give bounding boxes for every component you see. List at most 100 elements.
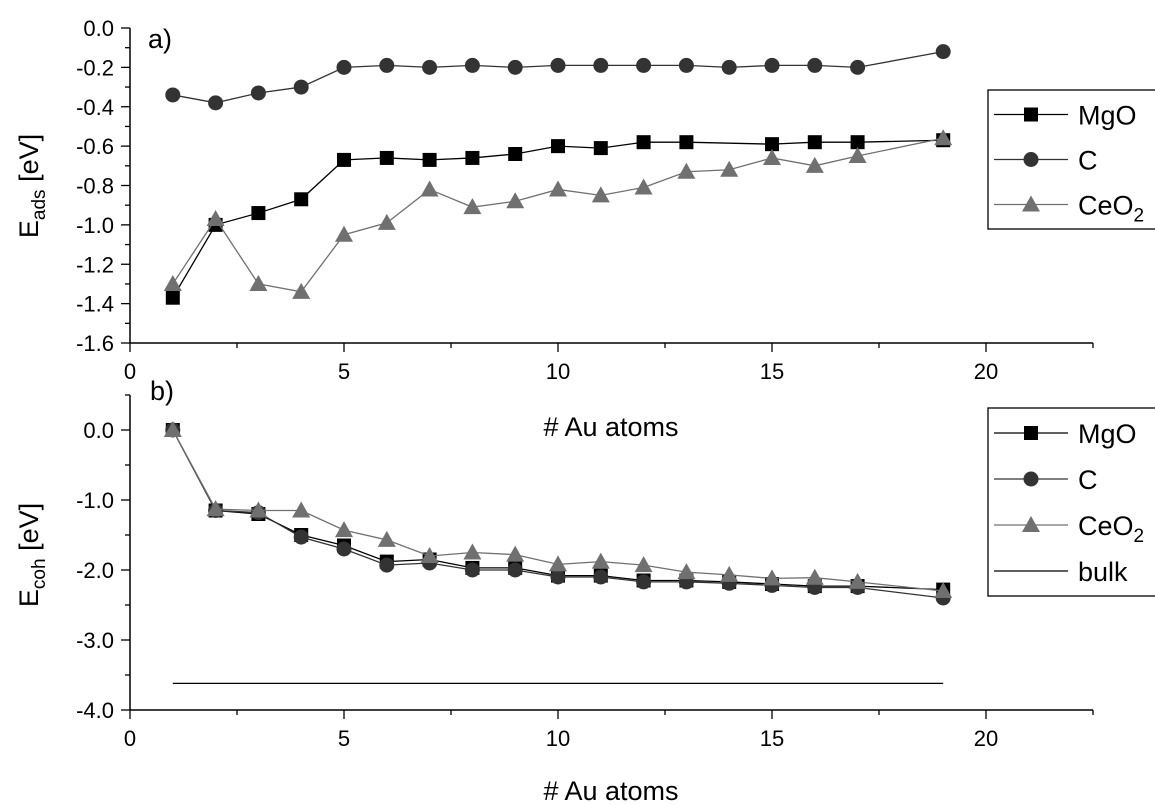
- data-point-ceo: [335, 225, 353, 242]
- data-point-mgo: [593, 141, 608, 156]
- data-point-ceo: [463, 543, 482, 560]
- data-point-c: [550, 569, 566, 585]
- data-point-mgo: [765, 137, 779, 152]
- x-tick-label: 20: [974, 359, 998, 384]
- data-point-ceo: [720, 160, 739, 177]
- x-tick-label: 0: [124, 726, 136, 751]
- data-point-ceo: [677, 563, 696, 580]
- data-point-ceo: [634, 556, 653, 573]
- data-point-mgo: [465, 150, 480, 165]
- data-point-c: [464, 562, 480, 578]
- data-point-ceo: [249, 274, 268, 291]
- data-point-c: [593, 569, 609, 585]
- data-point-c: [336, 59, 352, 75]
- data-point-ceo: [292, 282, 311, 299]
- legend-marker: [1023, 152, 1039, 167]
- x-tick-label: 15: [760, 726, 784, 751]
- legend-label-mgo: MgO: [1078, 419, 1137, 449]
- y-tick-label: -0.2: [76, 55, 114, 80]
- data-point-ceo: [848, 572, 867, 589]
- data-point-ceo: [805, 568, 824, 585]
- panel-label: a): [148, 24, 172, 54]
- y-tick-label: -0.8: [76, 174, 114, 199]
- data-point-mgo: [251, 206, 266, 221]
- y-tick-label: -3.0: [76, 628, 114, 653]
- data-point-c: [507, 59, 523, 75]
- data-point-ceo: [506, 192, 525, 209]
- data-point-ceo: [463, 198, 482, 215]
- legend-box: [987, 89, 1155, 230]
- y-tick-label: -2.0: [76, 558, 114, 583]
- legend-marker: [1022, 195, 1040, 212]
- data-point-ceo: [591, 552, 610, 569]
- data-point-ceo: [634, 178, 653, 195]
- legend-label-ceo: CeO2: [1078, 191, 1144, 227]
- data-point-ceo: [591, 186, 610, 203]
- data-point-c: [764, 57, 780, 73]
- y-axis-title: Eads [eV]: [14, 134, 50, 238]
- data-point-ceo: [163, 421, 182, 437]
- data-point-ceo: [163, 274, 182, 291]
- y-tick-label: -0.6: [76, 134, 114, 159]
- legend-label-c: C: [1078, 465, 1098, 495]
- data-point-ceo: [848, 146, 867, 163]
- data-point-ceo: [377, 213, 396, 230]
- legend-label-mgo: MgO: [1078, 101, 1137, 131]
- data-point-mgo: [294, 192, 309, 207]
- data-point-c: [507, 562, 523, 578]
- data-point-c: [807, 57, 823, 73]
- y-tick-label: 0.0: [83, 418, 114, 443]
- panel-b-cohesive-energy: 0 5 10 15 20 0.0 -1.0 -2.0 -3.0 -4.0 # Au atoms Eco…: [14, 376, 1155, 805]
- data-point-mgo: [679, 135, 694, 150]
- data-point-ceo: [549, 180, 567, 197]
- y-tick-label: -0.4: [76, 95, 114, 120]
- y-tick-label: -1.0: [76, 488, 114, 513]
- data-point-mgo: [165, 290, 180, 305]
- data-point-ceo: [420, 547, 439, 563]
- legend-label-c: C: [1078, 146, 1098, 176]
- y-tick-label: -1.2: [76, 252, 114, 277]
- y-tick-label: -1.0: [76, 213, 114, 238]
- y-axis-title: Ecoh [eV]: [14, 503, 50, 607]
- y-tick-label: -1.6: [76, 331, 114, 356]
- x-axis-title: # Au atoms: [543, 776, 678, 805]
- x-tick-label: 10: [546, 726, 570, 751]
- data-point-ceo: [206, 209, 225, 226]
- x-tick-label: 5: [338, 726, 350, 751]
- data-point-c: [464, 57, 480, 73]
- x-tick-label: 10: [546, 359, 570, 384]
- data-point-ceo: [249, 501, 268, 518]
- data-point-mgo: [551, 139, 565, 154]
- data-point-ceo: [805, 156, 824, 173]
- data-point-c: [593, 57, 609, 73]
- data-point-c: [250, 85, 266, 101]
- data-point-c: [850, 59, 866, 75]
- data-point-ceo: [377, 530, 396, 547]
- legend-label-ceo: CeO2: [1078, 511, 1144, 547]
- data-point-ceo: [335, 521, 353, 538]
- data-point-c: [935, 44, 951, 60]
- data-point-ceo: [763, 148, 781, 165]
- series-line-ceo: [172, 429, 944, 592]
- data-point-ceo: [934, 582, 953, 598]
- data-point-mgo: [337, 152, 351, 167]
- y-tick-label: -1.4: [76, 292, 114, 317]
- x-tick-label: 20: [974, 726, 998, 751]
- data-point-c: [379, 57, 395, 73]
- data-point-ceo: [506, 545, 525, 562]
- data-point-c: [208, 95, 224, 111]
- data-point-c: [550, 57, 566, 73]
- data-point-ceo: [292, 501, 311, 518]
- data-point-mgo: [508, 147, 523, 161]
- data-point-c: [165, 87, 181, 103]
- data-point-c: [636, 57, 652, 73]
- data-point-ceo: [763, 569, 781, 586]
- data-point-c: [293, 79, 309, 95]
- legend-marker: [1024, 426, 1038, 440]
- data-point-c: [293, 529, 309, 545]
- data-point-c: [721, 59, 737, 75]
- data-point-mgo: [422, 152, 437, 167]
- data-point-mgo: [850, 135, 865, 150]
- data-point-ceo: [934, 129, 953, 146]
